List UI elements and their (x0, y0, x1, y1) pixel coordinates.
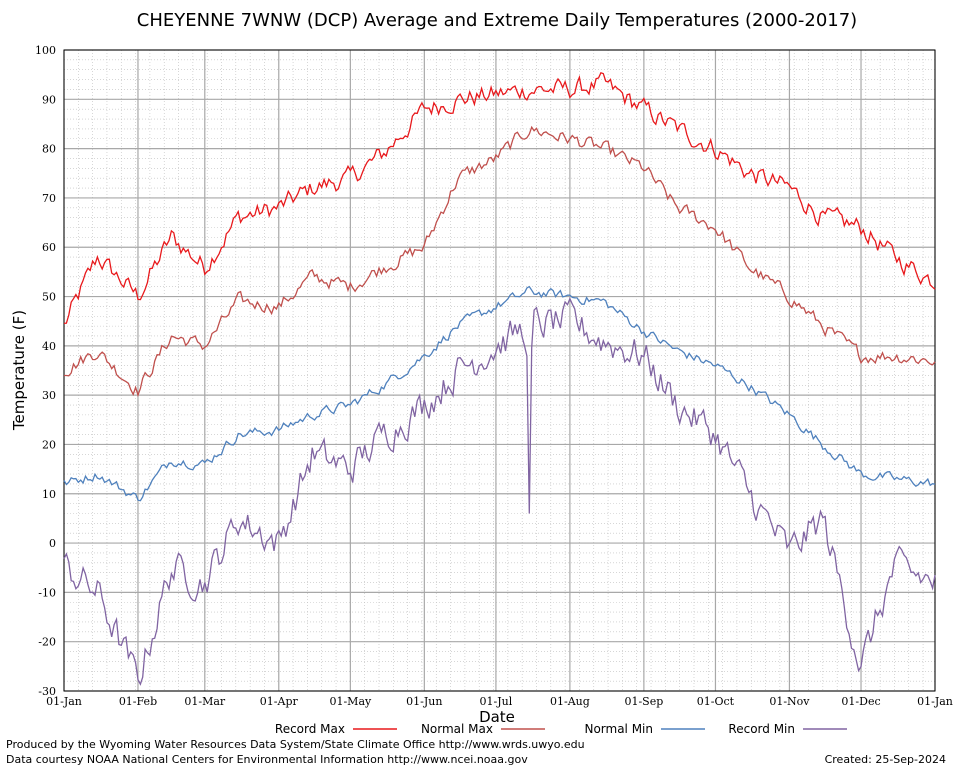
x-tick-label: 01-Jan (46, 695, 82, 708)
y-tick-label: 100 (35, 44, 56, 57)
y-tick-label: -20 (38, 636, 56, 649)
y-tick-label: 50 (42, 291, 56, 304)
x-tick-label: 01-Mar (184, 695, 226, 708)
y-tick-label: 70 (42, 192, 56, 205)
major-grid (63, 49, 936, 692)
legend: Record Max Normal Max Normal Min Record Min (275, 722, 847, 736)
x-axis-ticks: 01-Jan 01-Feb 01-Mar 01-Apr 01-May 01-Jun 01-J… (46, 695, 953, 708)
x-tick-label: 01-Sep (624, 695, 663, 708)
x-tick-label: 01-Aug (550, 695, 590, 708)
y-tick-label: 40 (42, 340, 56, 353)
legend-label-normal-min: Normal Min (584, 722, 653, 736)
footer-created-date: Created: 25-Sep-2024 (824, 753, 946, 766)
y-tick-label: 60 (42, 241, 56, 254)
x-tick-label: 01-Oct (697, 695, 735, 708)
y-tick-label: 20 (42, 438, 56, 451)
series-line-record-max (63, 71, 936, 325)
x-tick-label: 01-Nov (769, 695, 810, 708)
plot-frame (63, 49, 936, 692)
y-axis-label: Temperature (F) (10, 310, 28, 431)
y-axis-ticks: -30 -20 -10 0 10 20 30 40 50 60 70 80 90 100 (35, 44, 56, 698)
legend-label-normal-max: Normal Max (421, 722, 493, 736)
x-tick-label: 01-Jun (406, 695, 442, 708)
y-tick-label: 30 (42, 389, 56, 402)
y-tick-label: 0 (49, 537, 56, 550)
legend-label-record-max: Record Max (275, 722, 345, 736)
y-tick-label: -30 (38, 685, 56, 698)
series-line-record-min (63, 297, 936, 686)
y-tick-label: 90 (42, 93, 56, 106)
x-tick-label: 01-Apr (260, 695, 299, 708)
x-tick-label: 01-May (329, 695, 372, 708)
x-tick-label: 01-Dec (841, 695, 880, 708)
y-tick-label: 10 (42, 488, 56, 501)
x-axis-label: Date (479, 708, 515, 726)
chart-title: CHEYENNE 7WNW (DCP) Average and Extreme … (137, 10, 857, 31)
x-tick-label: 01-Feb (119, 695, 157, 708)
y-tick-label: -10 (38, 586, 56, 599)
legend-label-record-min: Record Min (728, 722, 795, 736)
y-tick-label: 80 (42, 143, 56, 156)
minor-grid (63, 49, 935, 692)
footer-produced-by: Produced by the Wyoming Water Resources … (6, 738, 585, 751)
x-tick-label: 01-Jan (917, 695, 953, 708)
footer-data-courtesy: Data courtesy NOAA National Centers for … (6, 753, 528, 766)
x-tick-label: 01-Jul (480, 695, 513, 708)
series-line-normal-max (64, 125, 936, 398)
series-lines (63, 71, 936, 686)
series-line-normal-min (63, 285, 936, 502)
